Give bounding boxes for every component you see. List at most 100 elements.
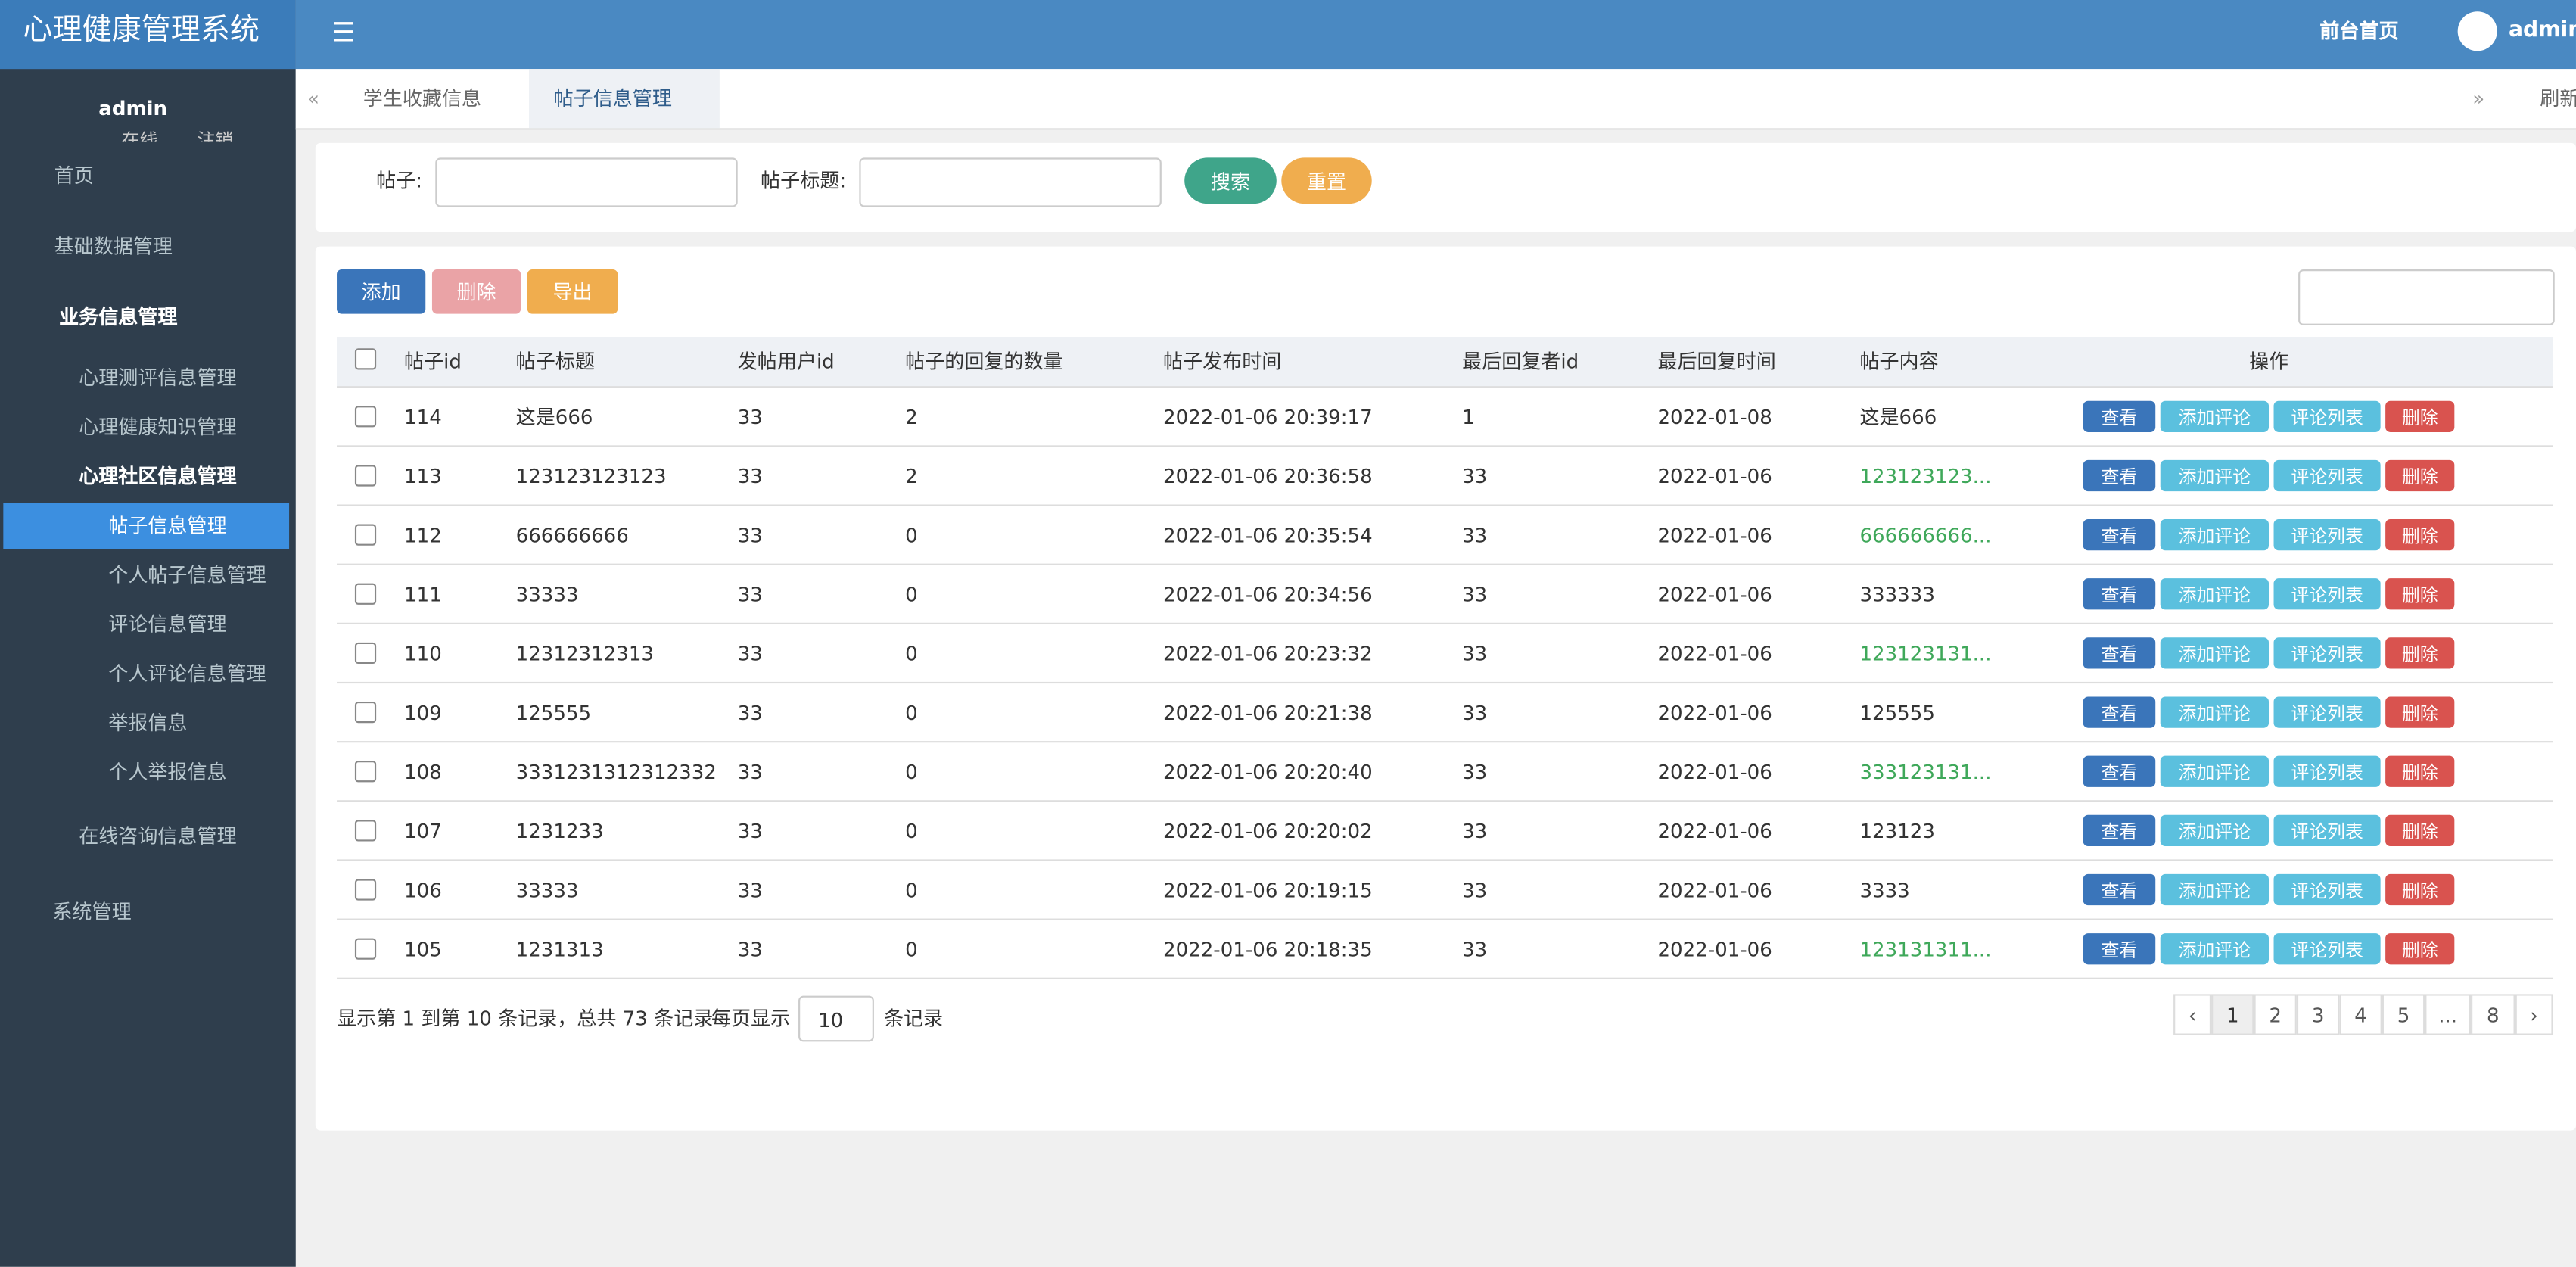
checkbox[interactable]: [354, 465, 377, 487]
page-button[interactable]: 1: [2211, 994, 2254, 1035]
row-action-button[interactable]: 删除: [2385, 873, 2455, 906]
menu-item[interactable]: 在线咨询信息管理: [79, 824, 237, 848]
sidebar-user: admin: [98, 97, 168, 120]
column-header: 帖子发布时间: [1162, 350, 1282, 373]
checkbox[interactable]: [354, 938, 377, 960]
submenu-item[interactable]: 个人举报信息: [108, 761, 227, 784]
submenu-item[interactable]: 帖子信息管理: [108, 514, 227, 537]
row-action-button[interactable]: 删除: [2385, 755, 2455, 787]
menu-item[interactable]: 心理测评信息管理: [79, 366, 237, 390]
row-action-button[interactable]: 查看: [2083, 696, 2156, 728]
page-button[interactable]: 8: [2471, 994, 2515, 1035]
row-action-button[interactable]: 删除: [2385, 696, 2455, 728]
row-action-button[interactable]: 评论列表: [2273, 400, 2381, 432]
row-action-button[interactable]: 添加评论: [2160, 519, 2270, 551]
row-action-button[interactable]: 评论列表: [2273, 519, 2381, 551]
delete-button[interactable]: 删除: [431, 269, 521, 314]
tab[interactable]: 学生收藏信息: [362, 87, 482, 111]
row-action-button[interactable]: 删除: [2385, 519, 2455, 551]
row-action-button[interactable]: 查看: [2083, 459, 2156, 492]
row-action-button[interactable]: 评论列表: [2273, 873, 2381, 906]
checkbox[interactable]: [354, 524, 377, 546]
submenu-item[interactable]: 个人帖子信息管理: [108, 563, 266, 587]
table-cell: 125555: [515, 701, 592, 725]
row-action-button[interactable]: 查看: [2083, 755, 2156, 787]
row-action-button[interactable]: 添加评论: [2160, 814, 2270, 847]
tab[interactable]: 帖子信息管理: [553, 87, 672, 111]
avatar: [2457, 11, 2497, 51]
menu-item[interactable]: 业务信息管理: [59, 305, 178, 329]
page-button[interactable]: 5: [2382, 994, 2425, 1035]
row-action-button[interactable]: 删除: [2385, 400, 2455, 432]
row-action-button[interactable]: 添加评论: [2160, 459, 2270, 492]
page-button[interactable]: ›: [2515, 994, 2553, 1035]
home-link[interactable]: 前台首页: [2319, 20, 2399, 43]
submenu-item[interactable]: 举报信息: [108, 711, 188, 735]
page-button[interactable]: ‹: [2173, 994, 2212, 1035]
row-action-button[interactable]: 添加评论: [2160, 933, 2270, 965]
checkbox[interactable]: [354, 701, 377, 724]
menu-toggle[interactable]: ☰: [331, 16, 356, 48]
per-page-select[interactable]: 10: [798, 995, 874, 1042]
menu-item[interactable]: 心理健康知识管理: [79, 416, 237, 439]
menu-item[interactable]: 心理社区信息管理: [79, 465, 237, 488]
tab-next[interactable]: »: [2472, 87, 2485, 111]
reset-button[interactable]: 重置: [1281, 157, 1372, 204]
search-button[interactable]: 搜索: [1184, 157, 1277, 204]
submenu-item[interactable]: 评论信息管理: [108, 612, 227, 637]
row-action-button[interactable]: 查看: [2083, 519, 2156, 551]
row-action-button[interactable]: 评论列表: [2273, 637, 2381, 669]
table-tools[interactable]: [2298, 269, 2555, 325]
add-button[interactable]: 添加: [337, 269, 426, 314]
row-action-button[interactable]: 查看: [2083, 400, 2156, 432]
checkbox[interactable]: [354, 879, 377, 901]
submenu-item[interactable]: 个人评论信息管理: [108, 662, 266, 686]
checkbox[interactable]: [354, 642, 377, 665]
row-action-button[interactable]: 查看: [2083, 637, 2156, 669]
menu-item[interactable]: 基础数据管理: [54, 235, 173, 258]
refresh-link[interactable]: 刷新: [2540, 87, 2576, 111]
page-button[interactable]: 2: [2254, 994, 2297, 1035]
table-cell: 0: [905, 761, 918, 784]
tab-prev[interactable]: «: [306, 87, 319, 111]
row-action-button[interactable]: 查看: [2083, 933, 2156, 965]
page-button[interactable]: ...: [2425, 994, 2472, 1035]
menu-item[interactable]: 首页: [54, 164, 94, 188]
post-select[interactable]: [435, 157, 738, 207]
title-input[interactable]: [859, 157, 1162, 207]
row-action-button[interactable]: 评论列表: [2273, 696, 2381, 728]
table-cell: 2022-01-06 20:35:54: [1162, 524, 1373, 547]
row-action-button[interactable]: 添加评论: [2160, 637, 2270, 669]
table-cell: 33: [1462, 465, 1488, 488]
checkbox[interactable]: [354, 820, 377, 842]
row-action-button[interactable]: 查看: [2083, 814, 2156, 847]
row-action-button[interactable]: 评论列表: [2273, 814, 2381, 847]
row-action-button[interactable]: 评论列表: [2273, 755, 2381, 787]
row-action-button[interactable]: 评论列表: [2273, 459, 2381, 492]
checkbox[interactable]: [354, 406, 377, 428]
export-button[interactable]: 导出: [527, 269, 618, 314]
menu-item[interactable]: 系统管理: [52, 900, 132, 924]
checkbox[interactable]: [354, 348, 377, 370]
row-action-button[interactable]: 添加评论: [2160, 696, 2270, 728]
row-action-button[interactable]: 删除: [2385, 637, 2455, 669]
row-action-button[interactable]: 评论列表: [2273, 933, 2381, 965]
table-cell: 33: [737, 642, 763, 666]
row-action-button[interactable]: 查看: [2083, 873, 2156, 906]
checkbox[interactable]: [354, 583, 377, 605]
row-action-button[interactable]: 评论列表: [2273, 578, 2381, 610]
row-action-button[interactable]: 查看: [2083, 578, 2156, 610]
row-action-button[interactable]: 添加评论: [2160, 873, 2270, 906]
checkbox[interactable]: [354, 761, 377, 783]
row-action-button[interactable]: 添加评论: [2160, 400, 2270, 432]
page-button[interactable]: 3: [2296, 994, 2340, 1035]
row-action-button[interactable]: 删除: [2385, 459, 2455, 492]
row-action-button[interactable]: 添加评论: [2160, 578, 2270, 610]
row-action-button[interactable]: 添加评论: [2160, 755, 2270, 787]
page-button[interactable]: 4: [2339, 994, 2382, 1035]
row-action-button[interactable]: 删除: [2385, 933, 2455, 965]
row-action-button[interactable]: 删除: [2385, 578, 2455, 610]
logout-link[interactable]: 注销: [198, 132, 234, 142]
row-action-button[interactable]: 删除: [2385, 814, 2455, 847]
search-label: 帖子:: [376, 169, 423, 192]
